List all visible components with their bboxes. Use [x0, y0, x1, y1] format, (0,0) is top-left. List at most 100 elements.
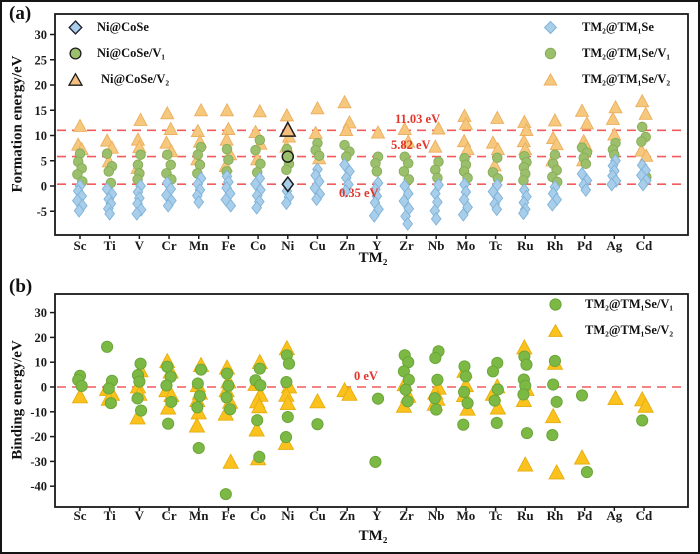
legend-triangle-icon: [548, 323, 563, 337]
x-category-label: Ti: [104, 508, 116, 523]
data-point: [397, 121, 412, 135]
data-point: [310, 100, 325, 115]
data-point: [458, 116, 474, 130]
data-point: [544, 407, 562, 424]
data-point: [280, 375, 293, 389]
data-point: [162, 417, 175, 430]
y-tick-label: -5: [37, 205, 47, 219]
x-category-label: Mo: [457, 238, 476, 253]
data-point: [516, 456, 534, 472]
data-point: [431, 121, 446, 135]
data-point: [489, 399, 507, 415]
ref-label-5-82-ev: 5.82 eV: [391, 138, 431, 152]
data-point: [104, 397, 117, 410]
x-category-label: Zr: [399, 238, 414, 253]
panel-a-legend-right: TM₂@TM₁Se TM₂@TM₁Se/V₁ TM₂@TM₁Se/V₂: [543, 14, 670, 92]
y-tick-label: 5: [41, 154, 47, 168]
data-point: [281, 150, 295, 163]
data-point: [192, 149, 204, 160]
legend-item-tm2-tm1se-v2: TM₂@TM₁Se/V₂: [543, 66, 670, 92]
data-point: [160, 379, 173, 392]
legend-diamond-icon: [543, 20, 558, 34]
data-point: [518, 206, 529, 221]
data-point: [104, 206, 116, 221]
x-category-label: Tc: [489, 238, 502, 253]
x-category-label: Y: [372, 238, 382, 253]
data-point: [165, 395, 178, 408]
x-category-label: Pd: [577, 238, 593, 253]
data-point: [192, 441, 205, 455]
data-point: [608, 99, 623, 114]
x-category-label: Ag: [606, 508, 622, 523]
data-point: [398, 194, 410, 209]
x-category-label: Nb: [428, 238, 445, 253]
data-point: [458, 360, 471, 373]
data-point: [252, 103, 268, 118]
data-point: [574, 103, 590, 117]
data-point: [193, 195, 205, 210]
data-point: [129, 408, 146, 425]
data-point: [222, 379, 235, 392]
data-point: [337, 94, 352, 109]
data-point: [610, 173, 622, 188]
legend-label: TM₂@TM₁Se/V₁: [582, 45, 671, 60]
data-point: [547, 378, 560, 391]
data-point: [73, 203, 85, 218]
data-point: [371, 166, 383, 177]
data-point: [517, 114, 532, 128]
series-a-0: [72, 153, 652, 231]
data-point: [429, 351, 442, 365]
data-point: [546, 197, 558, 212]
data-point: [634, 93, 650, 108]
y-tick-label: -40: [30, 480, 47, 494]
legend-triangle-icon: [543, 72, 558, 85]
data-point: [101, 340, 114, 353]
data-point: [637, 397, 654, 413]
x-category-label: Ti: [104, 238, 116, 253]
data-point: [401, 134, 416, 148]
x-category-label: Ni: [281, 238, 294, 253]
data-point: [636, 136, 647, 147]
data-point: [638, 106, 653, 120]
data-point: [225, 198, 237, 213]
data-point: [401, 395, 414, 408]
legend-circle-icon: [549, 297, 562, 311]
legend-circle-icon: [544, 47, 557, 59]
x-category-label: Nb: [428, 508, 445, 523]
x-category-label: Ru: [517, 238, 534, 253]
data-point: [251, 200, 263, 215]
data-point: [219, 102, 235, 117]
x-category-label: Rh: [547, 238, 564, 253]
legend-circle-icon: [69, 46, 82, 60]
legend-item-tm2-tm1se-v1: TM₂@TM₁Se/V₁: [548, 291, 673, 317]
data-point: [549, 136, 564, 151]
panel-b-y-axis-title: Binding energy/eV: [9, 340, 26, 460]
data-point: [431, 373, 444, 386]
data-point: [221, 143, 233, 155]
data-point: [573, 449, 591, 465]
x-category-label: Cr: [161, 238, 176, 253]
legend-item-tm2-tm1se: TM₂@TM₁Se: [543, 14, 670, 40]
y-tick-label: 0: [41, 180, 47, 194]
data-point: [253, 362, 266, 375]
x-category-label: Pd: [577, 508, 593, 523]
data-point: [518, 175, 529, 186]
data-point: [550, 395, 563, 408]
series-b-1: [71, 339, 654, 480]
x-category-label: V: [135, 238, 145, 253]
data-point: [281, 164, 292, 176]
x-category-label: Mo: [457, 508, 476, 523]
data-point: [490, 416, 503, 430]
data-point: [133, 375, 146, 388]
legend-item-ni-cose-v2: Ni@CoSe/V₂: [68, 66, 169, 92]
y-tick-label: 10: [35, 356, 48, 370]
x-category-label: Tc: [489, 508, 502, 523]
data-point: [72, 118, 88, 132]
panel-a-legend-left: Ni@CoSe Ni@CoSe/V₁ Ni@CoSe/V₂: [68, 14, 169, 92]
data-point: [313, 150, 325, 161]
data-point: [398, 166, 410, 177]
series-a-1: [72, 121, 652, 189]
x-category-label: Y: [372, 508, 382, 523]
data-point: [547, 112, 563, 127]
